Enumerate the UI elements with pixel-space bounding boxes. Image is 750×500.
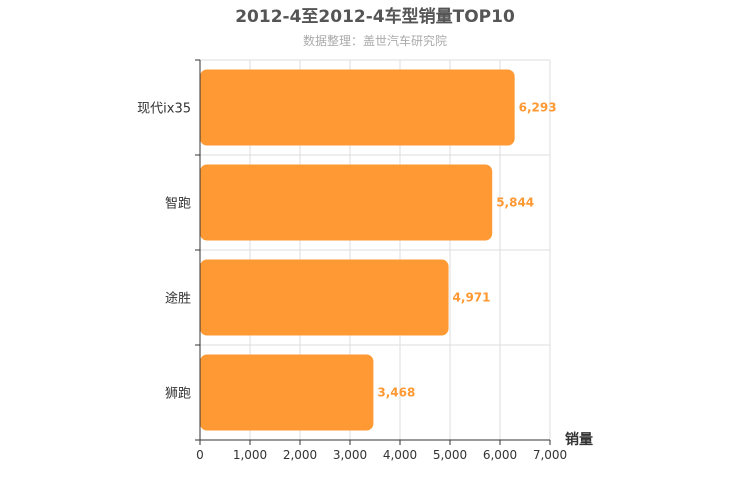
- bar: [200, 259, 449, 336]
- x-tick-label: 6,000: [483, 448, 517, 462]
- bar-value-label: 5,844: [496, 196, 534, 210]
- category-label: 现代ix35: [137, 102, 191, 117]
- x-tick-label: 2,000: [283, 448, 317, 462]
- x-tick-label: 1,000: [233, 448, 267, 462]
- x-tick-label: 7,000: [533, 448, 567, 462]
- bar: [200, 69, 515, 146]
- x-axis-name: 销量: [565, 431, 593, 448]
- category-label: 智跑: [165, 197, 191, 212]
- chart-subtitle: 数据整理：盖世汽车研究院: [303, 33, 447, 48]
- bar: [200, 164, 493, 241]
- category-label: 途胜: [165, 291, 191, 307]
- x-axis-ticks: 0 1,000 2,000 3,000 4,000 5,000 6,000 7,000: [195, 59, 567, 462]
- bar: [200, 354, 374, 431]
- category-label: 狮跑: [165, 387, 191, 402]
- x-tick-label: 3,000: [333, 448, 367, 462]
- bars: 6,293 5,844 4,971 3,468: [200, 69, 557, 431]
- x-tick-label: 5,000: [433, 448, 467, 462]
- chart-title: 2012-4至2012-4车型销量TOP10: [235, 6, 515, 27]
- bar-value-label: 6,293: [519, 101, 557, 115]
- bar-value-label: 4,971: [453, 291, 491, 305]
- x-tick-label: 0: [196, 448, 204, 462]
- bar-value-label: 3,468: [377, 386, 415, 400]
- x-tick-label: 4,000: [383, 448, 417, 462]
